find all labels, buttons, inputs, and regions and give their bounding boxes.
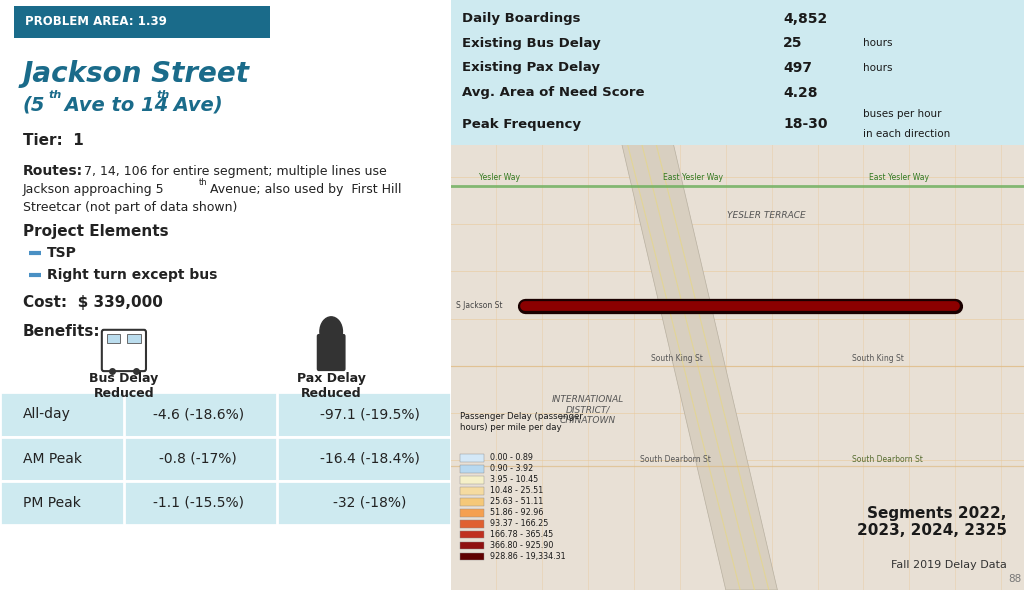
- FancyBboxPatch shape: [460, 476, 483, 484]
- Circle shape: [319, 317, 342, 346]
- Text: 51.86 - 92.96: 51.86 - 92.96: [489, 507, 543, 517]
- Text: AM Peak: AM Peak: [23, 452, 82, 466]
- Text: 25.63 - 51.11: 25.63 - 51.11: [489, 497, 543, 506]
- Text: 4.28: 4.28: [783, 86, 817, 100]
- Text: Pax Delay
Reduced: Pax Delay Reduced: [297, 372, 366, 399]
- Text: 10.48 - 25.51: 10.48 - 25.51: [489, 486, 543, 494]
- Text: South Dearborn St: South Dearborn St: [640, 454, 711, 464]
- Text: Avenue; also used by  First Hill: Avenue; also used by First Hill: [207, 183, 401, 196]
- Text: 25: 25: [783, 37, 803, 50]
- FancyBboxPatch shape: [460, 553, 483, 560]
- Text: Existing Bus Delay: Existing Bus Delay: [462, 37, 601, 50]
- FancyBboxPatch shape: [0, 481, 451, 525]
- Polygon shape: [588, 0, 777, 590]
- Text: INTERNATIONAL
DISTRICT/
CHINATOWN: INTERNATIONAL DISTRICT/ CHINATOWN: [552, 395, 625, 425]
- FancyBboxPatch shape: [13, 6, 270, 38]
- Text: -4.6 (-18.6%): -4.6 (-18.6%): [153, 408, 244, 421]
- FancyBboxPatch shape: [460, 509, 483, 517]
- Text: Tier:  1: Tier: 1: [23, 133, 83, 148]
- FancyBboxPatch shape: [460, 542, 483, 549]
- Text: 3.95 - 10.45: 3.95 - 10.45: [489, 475, 538, 484]
- FancyBboxPatch shape: [460, 530, 483, 539]
- Text: South Dearborn St: South Dearborn St: [852, 454, 923, 464]
- FancyBboxPatch shape: [316, 334, 345, 371]
- FancyBboxPatch shape: [106, 334, 120, 343]
- Text: th: th: [157, 90, 170, 100]
- Text: PROBLEM AREA: 1.39: PROBLEM AREA: 1.39: [25, 15, 167, 28]
- Text: YESLER TERRACE: YESLER TERRACE: [727, 211, 805, 220]
- Text: Cost:  $ 339,000: Cost: $ 339,000: [23, 295, 163, 310]
- Text: 166.78 - 365.45: 166.78 - 365.45: [489, 530, 553, 539]
- Text: (5: (5: [23, 96, 45, 114]
- Text: Daily Boardings: Daily Boardings: [462, 12, 581, 25]
- Text: Yesler Way: Yesler Way: [479, 172, 520, 182]
- Text: East Yesler Way: East Yesler Way: [869, 172, 929, 182]
- Text: hours: hours: [863, 63, 893, 73]
- Text: th: th: [48, 90, 61, 100]
- Text: 928.86 - 19,334.31: 928.86 - 19,334.31: [489, 552, 565, 560]
- FancyBboxPatch shape: [451, 0, 1024, 590]
- Text: Jackson approaching 5: Jackson approaching 5: [23, 183, 164, 196]
- Text: buses per hour: buses per hour: [863, 109, 942, 119]
- Text: Peak Frequency: Peak Frequency: [462, 118, 581, 131]
- Text: -0.8 (-17%): -0.8 (-17%): [160, 452, 238, 466]
- Text: Streetcar (not part of data shown): Streetcar (not part of data shown): [23, 201, 237, 214]
- Text: Bus Delay
Reduced: Bus Delay Reduced: [89, 372, 159, 399]
- Text: Segments 2022,
2023, 2024, 2325: Segments 2022, 2023, 2024, 2325: [857, 506, 1007, 538]
- Text: Avg. Area of Need Score: Avg. Area of Need Score: [462, 86, 644, 99]
- Text: Routes:: Routes:: [23, 164, 83, 178]
- FancyBboxPatch shape: [460, 498, 483, 506]
- FancyBboxPatch shape: [127, 334, 140, 343]
- Text: 88: 88: [1008, 575, 1021, 584]
- Text: Project Elements: Project Elements: [23, 224, 168, 239]
- Text: 366.80 - 925.90: 366.80 - 925.90: [489, 540, 553, 549]
- Text: 4,852: 4,852: [783, 12, 827, 26]
- FancyBboxPatch shape: [0, 392, 451, 437]
- Text: 18-30: 18-30: [783, 117, 827, 132]
- FancyBboxPatch shape: [460, 454, 483, 462]
- Text: hours: hours: [863, 38, 893, 48]
- Text: South King St: South King St: [852, 353, 904, 363]
- Text: Benefits:: Benefits:: [23, 324, 100, 339]
- Text: Passenger Delay (passenger
hours) per mile per day: Passenger Delay (passenger hours) per mi…: [460, 412, 583, 432]
- Text: Ave): Ave): [167, 96, 222, 114]
- Text: PM Peak: PM Peak: [23, 496, 81, 510]
- Text: Existing Pax Delay: Existing Pax Delay: [462, 61, 600, 74]
- Text: East Yesler Way: East Yesler Way: [663, 172, 723, 182]
- Text: -97.1 (-19.5%): -97.1 (-19.5%): [319, 408, 420, 421]
- Text: 93.37 - 166.25: 93.37 - 166.25: [489, 519, 548, 527]
- FancyBboxPatch shape: [460, 487, 483, 494]
- Text: TSP: TSP: [47, 245, 77, 260]
- Text: 0.00 - 0.89: 0.00 - 0.89: [489, 453, 532, 462]
- Text: Fall 2019 Delay Data: Fall 2019 Delay Data: [891, 560, 1007, 570]
- Text: South King St: South King St: [651, 353, 703, 363]
- Text: in each direction: in each direction: [863, 129, 950, 139]
- Text: S Jackson St: S Jackson St: [457, 301, 503, 310]
- Text: -32 (-18%): -32 (-18%): [333, 496, 407, 510]
- Text: 0.90 - 3.92: 0.90 - 3.92: [489, 464, 532, 473]
- Text: Ave to 14: Ave to 14: [57, 96, 168, 114]
- Text: -16.4 (-18.4%): -16.4 (-18.4%): [319, 452, 420, 466]
- FancyBboxPatch shape: [101, 330, 146, 371]
- Text: Right turn except bus: Right turn except bus: [47, 268, 218, 282]
- FancyBboxPatch shape: [460, 520, 483, 527]
- Text: -1.1 (-15.5%): -1.1 (-15.5%): [153, 496, 244, 510]
- Text: th: th: [199, 178, 208, 187]
- Text: 7, 14, 106 for entire segment; multiple lines use: 7, 14, 106 for entire segment; multiple …: [80, 165, 387, 178]
- Text: Jackson Street: Jackson Street: [23, 60, 250, 88]
- Text: 497: 497: [783, 61, 812, 75]
- FancyBboxPatch shape: [460, 465, 483, 473]
- FancyBboxPatch shape: [0, 437, 451, 481]
- Text: All-day: All-day: [23, 408, 71, 421]
